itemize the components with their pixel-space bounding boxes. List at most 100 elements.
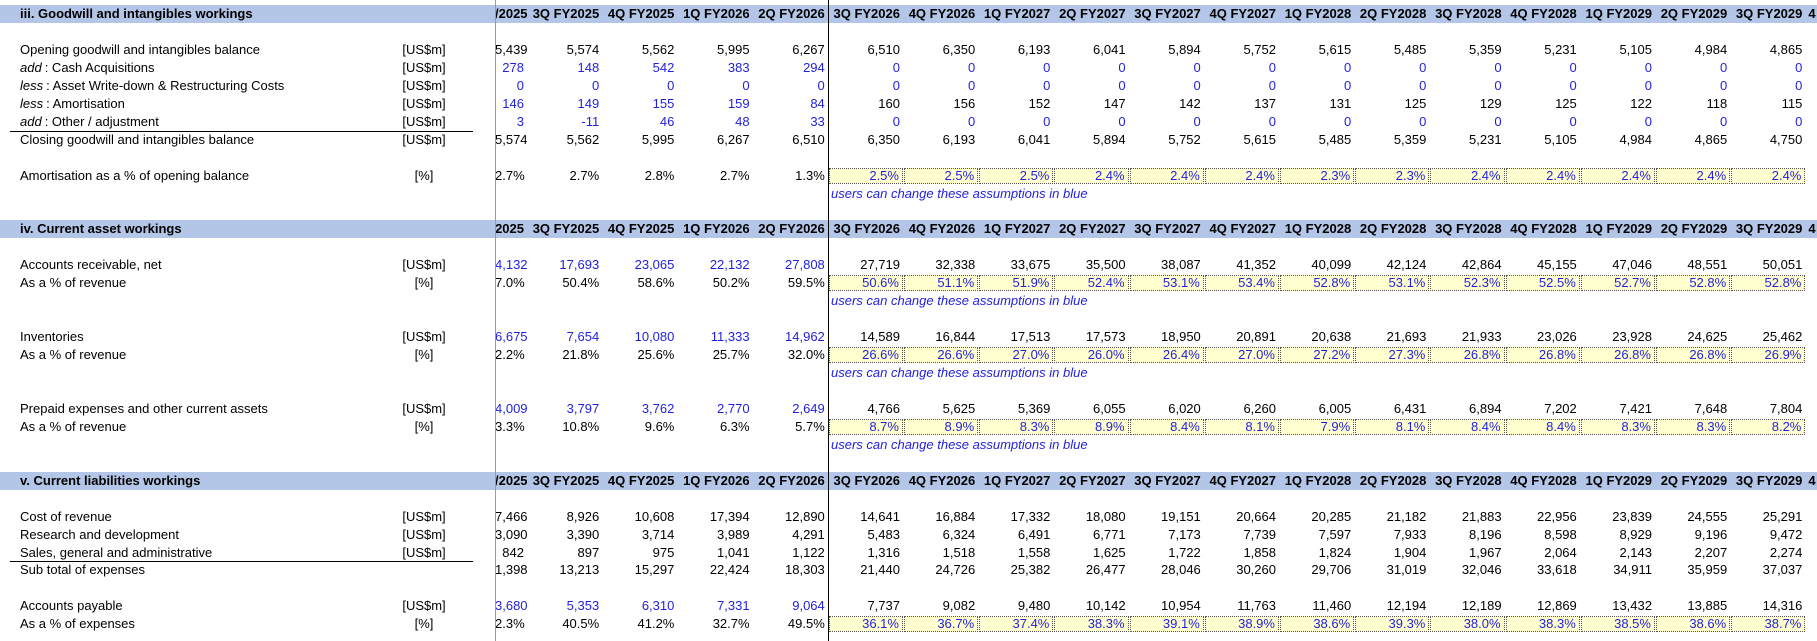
cell-value: 32,046 — [1461, 562, 1502, 578]
cell-value: 0 — [1494, 59, 1502, 75]
row-label: Opening goodwill and intangibles balance — [20, 41, 260, 59]
cell-value: 5,105 — [1544, 131, 1577, 147]
cell-value: 52.7% — [1580, 275, 1655, 292]
cell-value: 27.3% — [1355, 347, 1430, 364]
column-header: 3Q FY2028 — [1435, 472, 1502, 488]
cell-value: 1,518 — [942, 544, 976, 560]
cell-value: 47,046 — [1612, 257, 1652, 273]
cell-value: 38.7% — [1731, 616, 1806, 633]
cell-value: 5,483 — [867, 526, 900, 542]
column-header: 4 — [1808, 6, 1816, 21]
cell-value: 0 — [1343, 113, 1352, 129]
row-label: Accounts receivable, net — [20, 256, 162, 274]
cell-value: 51.1% — [904, 275, 979, 292]
cell-value: 30,260 — [1236, 562, 1276, 578]
cell-value: 36.1% — [828, 616, 903, 633]
cell-value: 8.1% — [1204, 418, 1279, 435]
cell-value: 129 — [1479, 95, 1502, 111]
cell-value: 2.4% — [1505, 167, 1580, 184]
row-label: As a % of revenue — [20, 274, 126, 292]
cell-value: 0 — [1268, 113, 1276, 129]
cell-value: 2.3% — [495, 616, 525, 632]
row-unit: [%] — [414, 418, 434, 434]
cell-value: 0 — [1644, 59, 1652, 75]
cell-value: 12,189 — [1461, 598, 1502, 614]
cell-value: 11,333 — [710, 329, 750, 345]
cell-value: 7,466 — [495, 508, 527, 524]
cell-value: 1.3% — [795, 167, 825, 183]
cell-value: 0 — [967, 59, 976, 75]
cell-value: 5,359 — [1393, 131, 1427, 147]
cell-value: 26.8% — [1430, 347, 1505, 364]
cell-value: 294 — [803, 59, 825, 75]
cell-value: 0 — [967, 77, 976, 93]
cell-value: 21,182 — [1386, 508, 1427, 524]
row-label: Sub total of expenses — [20, 561, 145, 579]
cell-value: 13,432 — [1612, 598, 1652, 614]
column-header: 1Q FY2029 — [1585, 6, 1652, 21]
cell-value: 156 — [953, 95, 976, 111]
row-label: less: Amortisation — [20, 95, 125, 113]
column-header: 4Q FY2026 — [908, 221, 976, 237]
cell-value: 542 — [652, 59, 675, 75]
cell-value: 52.3% — [1430, 275, 1505, 292]
cell-value: 7.0% — [495, 275, 525, 291]
cell-value: 16,844 — [935, 329, 976, 345]
cell-value: 4,009 — [495, 400, 527, 416]
label-text: As a % of expenses — [20, 616, 135, 632]
cell-value: 38.9% — [1204, 616, 1279, 633]
cell-value: 21,693 — [1386, 329, 1427, 345]
cell-value: 0 — [1795, 77, 1803, 93]
cell-value: 10,142 — [1085, 598, 1126, 614]
cell-value: 5,562 — [641, 41, 675, 57]
cell-value: 0 — [1118, 59, 1126, 75]
cell-value: 8.7% — [828, 418, 903, 435]
cell-value: 3,680 — [495, 598, 527, 614]
column-header: 4 — [1808, 221, 1816, 237]
label-text: Accounts payable — [20, 598, 123, 614]
cell-value: 2,649 — [792, 400, 825, 416]
cell-value: 1,122 — [792, 544, 825, 560]
column-header: 4Q FY2028 — [1510, 472, 1577, 488]
cell-value: 0 — [1043, 77, 1051, 93]
freeze-line — [495, 0, 496, 641]
cell-value: 5,574 — [566, 41, 600, 57]
column-header: 4Q FY2026 — [908, 472, 976, 488]
row-label: As a % of expenses — [20, 615, 135, 633]
cell-value: 26.4% — [1129, 347, 1204, 364]
column-header: 4Q FY2025 — [607, 221, 675, 237]
cell-value: 7,331 — [717, 598, 750, 614]
cell-value: 23,839 — [1612, 508, 1652, 524]
label-text: : Amortisation — [46, 95, 125, 111]
cell-value: 1,858 — [1243, 544, 1276, 560]
cell-value: 0 — [1043, 59, 1051, 75]
cell-value: 2,143 — [1619, 544, 1652, 560]
label-text: As a % of revenue — [20, 418, 127, 434]
section-header-band — [0, 471, 1817, 490]
assumption-note: users can change these assumptions in bl… — [831, 365, 1088, 380]
cell-value: 0 — [1795, 113, 1803, 129]
cell-value: 46 — [659, 113, 675, 129]
row-label: Research and development — [20, 526, 179, 544]
column-header: /2025 — [495, 6, 527, 21]
cell-value: 9,472 — [1769, 526, 1803, 542]
cell-value: 6,350 — [867, 131, 900, 147]
cell-value: 0 — [1118, 77, 1126, 93]
cell-value: 53.4% — [1204, 275, 1279, 292]
column-header: 3Q FY2026 — [833, 6, 900, 21]
column-header: 1Q FY2029 — [1585, 221, 1652, 237]
cell-value: 2.7% — [719, 167, 750, 183]
column-header: 4Q FY2026 — [908, 6, 976, 21]
column-header: 3Q FY2026 — [833, 221, 900, 237]
cell-value: 5.7% — [795, 418, 825, 434]
column-header: 2Q FY2026 — [758, 221, 825, 237]
cell-value: 0 — [1043, 113, 1051, 129]
cell-value: 6,193 — [1017, 41, 1051, 57]
cell-value: 6,771 — [1093, 526, 1126, 542]
cell-value: 32.0% — [787, 347, 825, 363]
cell-value: 23,026 — [1537, 329, 1577, 345]
cell-value: 21,933 — [1461, 329, 1502, 345]
cell-value: 2,770 — [717, 400, 750, 416]
cell-value: 2,207 — [1694, 544, 1728, 560]
label-text: Amortisation as a % of opening balance — [20, 167, 250, 183]
